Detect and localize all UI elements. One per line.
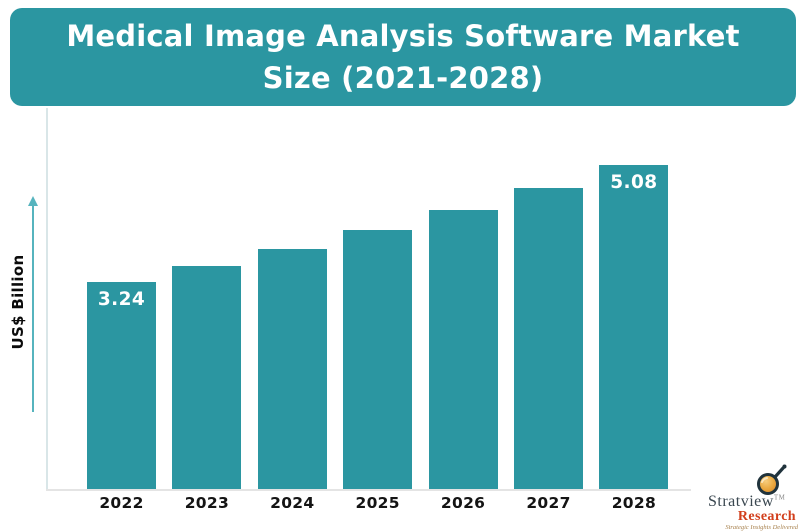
title-banner: Medical Image Analysis Software Market S… (10, 8, 796, 106)
magnifier-icon (757, 464, 787, 495)
x-tick-2022: 2022 (99, 494, 144, 512)
y-axis-arrow-line (32, 205, 34, 412)
data-label-2022: 3.24 (97, 289, 146, 311)
brand-logo: StratviewTM Research Strategic Insights … (698, 462, 802, 531)
x-tick-2027: 2027 (526, 494, 571, 512)
x-tick-2024: 2024 (270, 494, 315, 512)
brand-tagline: Strategic Insights Delivered (725, 524, 798, 531)
x-tick-2026: 2026 (440, 494, 486, 512)
brand-name-text: Stratview (708, 493, 774, 510)
x-tick-2025: 2025 (355, 494, 400, 512)
bar-2024 (257, 248, 327, 489)
bar-2027 (514, 187, 583, 489)
x-tick-2028: 2028 (611, 494, 657, 512)
y-axis-line (46, 108, 48, 489)
chart-title-line1: Medical Image Analysis Software Market (66, 19, 740, 53)
bar-2025 (343, 230, 413, 489)
y-axis-arrow-icon (28, 196, 38, 206)
bar-2023 (172, 266, 242, 489)
bar-2028: 5.08 (599, 164, 669, 489)
bar-2022: 3.24 (87, 282, 156, 489)
data-label-2028: 5.08 (610, 171, 658, 193)
bar-2026 (428, 209, 498, 489)
brand-subname: Research (737, 509, 796, 524)
chart-title-line2: Size (2021-2028) (262, 61, 544, 95)
trademark-symbol: TM (773, 493, 786, 502)
x-axis-line (46, 489, 691, 491)
brand-name: StratviewTM (708, 493, 785, 511)
x-tick-2023: 2023 (184, 494, 230, 512)
